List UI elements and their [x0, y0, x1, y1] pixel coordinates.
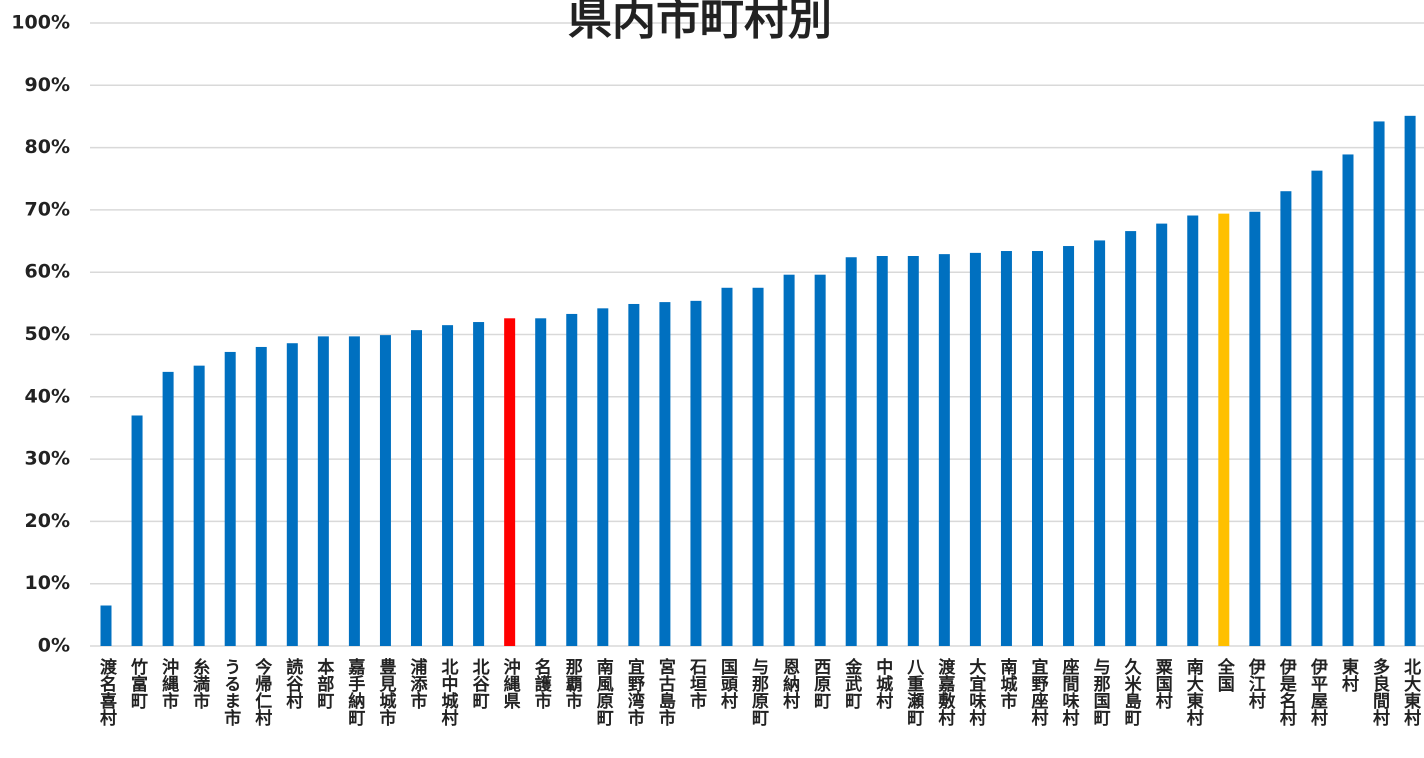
x-tick-label: 北中城村	[438, 658, 459, 727]
bar	[1280, 191, 1292, 646]
chart-title: 県内市町村別	[568, 0, 832, 45]
x-tick-label: 東村	[1338, 657, 1359, 693]
x-tick-label: 大宜味村	[965, 657, 986, 727]
y-tick-label: 40%	[25, 385, 70, 407]
bar	[1000, 251, 1012, 646]
x-tick-label: 座間味村	[1059, 657, 1080, 727]
x-tick-label: 南城市	[996, 657, 1017, 709]
y-tick-label: 30%	[25, 448, 70, 470]
x-tick-label: 全国	[1214, 657, 1236, 693]
bar	[752, 287, 764, 646]
bar	[1373, 121, 1385, 646]
x-tick-label: 恩納村	[779, 658, 800, 710]
bar	[907, 256, 919, 646]
x-tick-label: 豊見城市	[375, 657, 397, 726]
bar	[1125, 231, 1137, 646]
x-tick-label: 沖縄県	[500, 657, 521, 710]
bar	[1094, 240, 1106, 646]
x-tick-label: 中城村	[872, 657, 893, 710]
bar	[224, 351, 236, 646]
bar	[876, 256, 888, 646]
bar	[193, 365, 205, 646]
x-tick-label: 国頭村	[717, 658, 738, 710]
bar	[100, 605, 112, 646]
bar	[628, 303, 640, 646]
x-tick-label: 沖縄市	[158, 657, 179, 709]
x-tick-label: 伊江村	[1245, 657, 1267, 710]
bar	[1249, 211, 1261, 647]
bar	[255, 346, 267, 646]
bar	[938, 254, 950, 646]
bar	[690, 300, 702, 646]
x-tick-label: 今帰仁村	[251, 657, 272, 727]
x-tick-label: 那覇市	[562, 658, 583, 709]
x-tick-label: 糸満市	[189, 657, 210, 709]
x-tick-label: 久米島町	[1121, 657, 1142, 727]
x-tick-label: 宮古島市	[655, 657, 676, 726]
x-tick-label: 本部町	[313, 657, 334, 710]
bar	[286, 343, 298, 646]
bar	[131, 415, 143, 646]
x-tick-label: 竹富町	[127, 657, 149, 710]
bar	[1063, 246, 1075, 646]
x-tick-label: 粟国村	[1152, 658, 1173, 710]
y-tick-label: 100%	[11, 12, 70, 34]
bar	[566, 313, 578, 646]
x-tick-label: 北大東村	[1400, 658, 1421, 727]
y-tick-label: 70%	[25, 198, 70, 220]
x-tick-label: 石垣市	[686, 658, 708, 709]
x-tick-label: 与那原町	[748, 658, 769, 727]
y-tick-label: 50%	[25, 323, 70, 345]
bar	[597, 308, 609, 646]
y-tick-label: 80%	[25, 136, 70, 158]
bar	[969, 252, 981, 646]
bar	[1187, 215, 1199, 646]
bar	[1342, 154, 1354, 646]
x-tick-label: 与那国町	[1090, 658, 1111, 727]
bar	[162, 371, 174, 646]
bar	[1032, 251, 1043, 646]
y-tick-label: 20%	[25, 510, 70, 532]
x-tick-label: うるま市	[220, 658, 241, 726]
x-tick-label: 浦添市	[407, 657, 428, 709]
bar	[348, 336, 360, 646]
bar	[1218, 213, 1230, 646]
x-tick-label: 八重瀬町	[903, 658, 924, 727]
x-tick-label: 西原町	[810, 658, 831, 710]
x-tick-label: 金武町	[841, 657, 863, 710]
y-tick-label: 90%	[25, 74, 70, 96]
x-tick-label: 渡名喜村	[96, 657, 117, 727]
x-tick-label: 渡嘉敷村	[934, 657, 956, 727]
y-tick-label: 10%	[25, 572, 70, 594]
x-tick-label: 嘉手納町	[344, 657, 366, 727]
x-tick-label: 読谷村	[282, 657, 303, 710]
bar	[1311, 170, 1323, 646]
x-tick-label: 名護市	[531, 657, 552, 709]
bar	[721, 287, 733, 646]
x-tick-label: 南大東村	[1183, 657, 1204, 727]
bar	[535, 318, 547, 646]
bar	[814, 274, 826, 646]
bar	[1404, 115, 1416, 646]
bar	[473, 322, 485, 646]
bar	[504, 318, 516, 646]
x-tick-label: 伊是名村	[1276, 657, 1298, 727]
x-tick-label: 北谷町	[469, 658, 490, 710]
x-tick-label: 宜野湾市	[624, 657, 645, 726]
bar	[317, 336, 329, 646]
y-tick-label: 0%	[38, 635, 70, 657]
bar	[379, 335, 391, 646]
bar	[659, 302, 671, 646]
bar	[442, 325, 454, 646]
bar	[1156, 223, 1168, 646]
x-tick-label: 伊平屋村	[1307, 657, 1329, 727]
y-tick-label: 60%	[25, 261, 70, 283]
bar	[411, 330, 422, 646]
x-tick-label: 南風原町	[593, 657, 614, 727]
bar	[783, 274, 795, 646]
x-tick-label: 多良間村	[1369, 657, 1390, 727]
x-tick-label: 宜野座村	[1028, 657, 1049, 727]
bar	[845, 257, 857, 646]
